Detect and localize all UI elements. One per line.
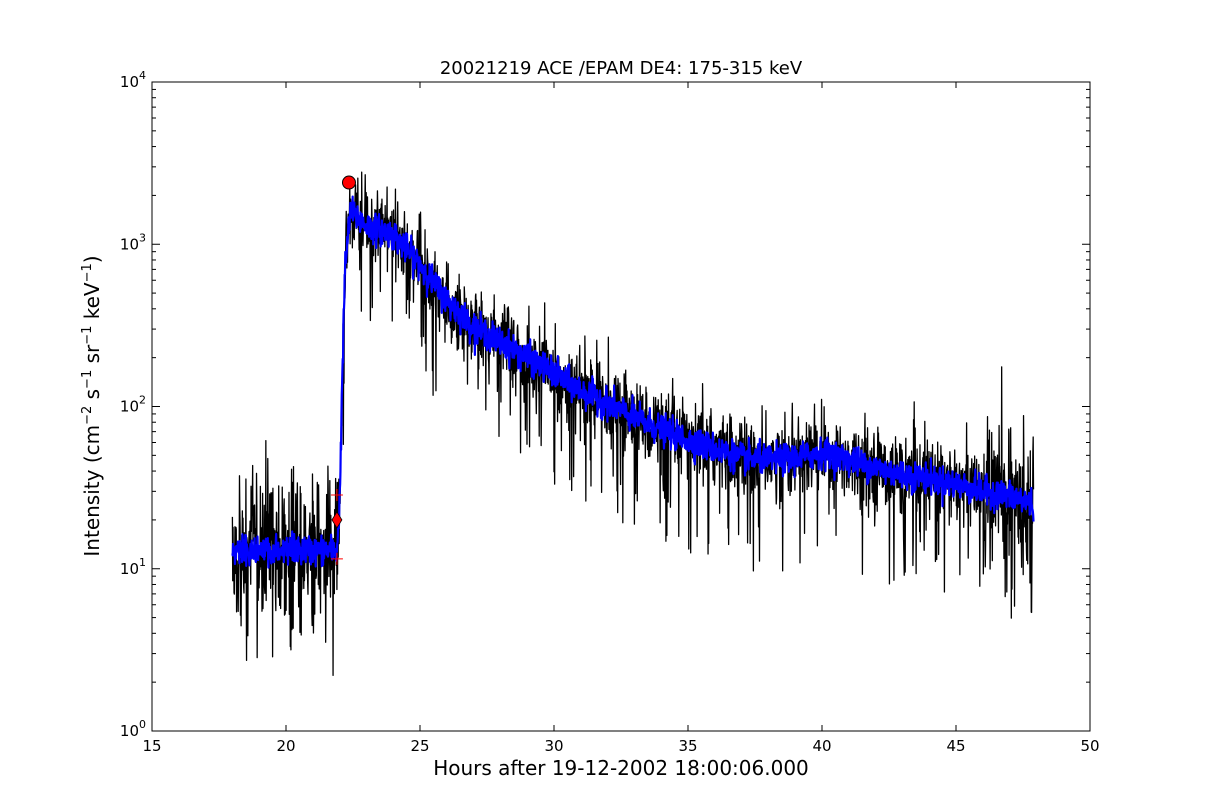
- x-tick-label: 40: [812, 737, 831, 755]
- y-label-kev: keV: [80, 282, 104, 326]
- x-tick-label: 45: [946, 737, 965, 755]
- y-label-suffix: ): [80, 255, 104, 263]
- x-axis-ticks: 15 20 25 30 35 40 45 50: [142, 82, 1100, 755]
- x-tick-label: 20: [276, 737, 295, 755]
- onset-bound-marker: [330, 488, 343, 501]
- y-label-exp1: −2: [80, 406, 95, 425]
- x-tick-label: 50: [1080, 737, 1099, 755]
- y-axis-label: Intensity (cm−2 s−1 sr−1 keV−1): [80, 255, 104, 556]
- y-tick-label: 101: [120, 556, 146, 578]
- y-label-sr: sr: [80, 344, 104, 370]
- y-tick-label: 103: [120, 231, 146, 253]
- y-label-prefix: Intensity (cm: [80, 425, 104, 557]
- plot-area: [231, 171, 1035, 677]
- x-axis-label: Hours after 19-12-2002 18:00:06.000: [433, 756, 809, 780]
- y-tick-label: 104: [120, 69, 146, 91]
- onset-marker: [331, 511, 343, 529]
- series-layer: [231, 171, 1035, 677]
- x-tick-label: 15: [142, 737, 161, 755]
- marker-layer: [330, 175, 356, 565]
- x-tick-label: 30: [544, 737, 563, 755]
- x-tick-label: 25: [410, 737, 429, 755]
- series-line-raw: [231, 171, 1035, 677]
- peak-marker: [341, 175, 356, 190]
- y-tick-label: 102: [120, 394, 146, 416]
- onset-bound-marker: [330, 552, 343, 565]
- y-label-s: s: [80, 389, 104, 406]
- y-axis-ticks: 100 101 102 103 104: [120, 69, 1090, 740]
- y-label-exp3: −1: [80, 326, 95, 345]
- series-line-smoothed: [231, 195, 1035, 569]
- x-tick-label: 35: [678, 737, 697, 755]
- y-tick-label: 100: [120, 718, 146, 740]
- y-label-exp4: −1: [80, 263, 95, 282]
- chart-title: 20021219 ACE /EPAM DE4: 175-315 keV: [440, 58, 803, 79]
- y-label-exp2: −1: [80, 370, 95, 389]
